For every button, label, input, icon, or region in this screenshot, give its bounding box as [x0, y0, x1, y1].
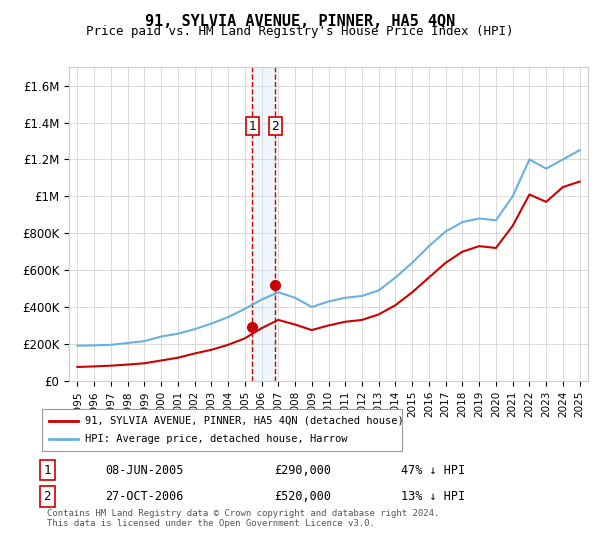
Text: 08-JUN-2005: 08-JUN-2005	[106, 464, 184, 477]
Text: £290,000: £290,000	[274, 464, 331, 477]
Text: 2: 2	[271, 120, 279, 133]
Text: 91, SYLVIA AVENUE, PINNER, HA5 4QN: 91, SYLVIA AVENUE, PINNER, HA5 4QN	[145, 14, 455, 29]
Bar	[253, 67, 275, 381]
Text: HPI: Average price, detached house, Harrow: HPI: Average price, detached house, Harr…	[85, 434, 348, 444]
FancyBboxPatch shape	[42, 409, 402, 451]
Text: £520,000: £520,000	[274, 490, 331, 503]
Text: Price paid vs. HM Land Registry's House Price Index (HPI): Price paid vs. HM Land Registry's House …	[86, 25, 514, 38]
Text: 27-OCT-2006: 27-OCT-2006	[106, 490, 184, 503]
Text: 1: 1	[248, 120, 256, 133]
Text: 13% ↓ HPI: 13% ↓ HPI	[401, 490, 465, 503]
Text: 91, SYLVIA AVENUE, PINNER, HA5 4QN (detached house): 91, SYLVIA AVENUE, PINNER, HA5 4QN (deta…	[85, 416, 404, 426]
Text: 1: 1	[44, 464, 51, 477]
Text: 47% ↓ HPI: 47% ↓ HPI	[401, 464, 465, 477]
Text: 2: 2	[44, 490, 51, 503]
Text: Contains HM Land Registry data © Crown copyright and database right 2024.
This d: Contains HM Land Registry data © Crown c…	[47, 509, 440, 528]
